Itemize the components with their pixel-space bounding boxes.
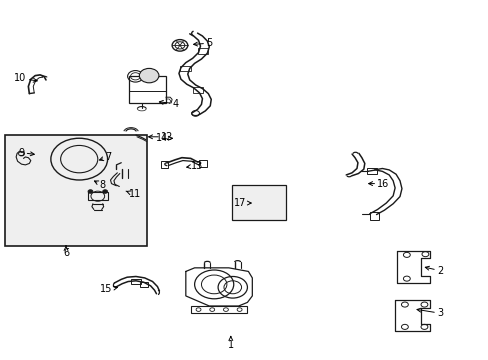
Bar bbox=[128, 76, 165, 103]
Bar bbox=[231, 185, 285, 220]
Text: 1: 1 bbox=[227, 337, 233, 350]
Text: 16: 16 bbox=[368, 179, 389, 189]
Text: 11: 11 bbox=[126, 189, 141, 199]
Bar bbox=[131, 279, 141, 284]
Text: 14: 14 bbox=[156, 133, 172, 143]
Text: 5: 5 bbox=[193, 38, 212, 48]
Text: 7: 7 bbox=[99, 152, 111, 162]
Bar bbox=[161, 161, 168, 168]
Bar bbox=[369, 212, 379, 220]
Bar bbox=[140, 282, 147, 287]
Text: 2: 2 bbox=[425, 266, 442, 276]
Text: 10: 10 bbox=[14, 73, 37, 84]
Text: 6: 6 bbox=[63, 246, 69, 258]
Text: 15: 15 bbox=[100, 284, 117, 294]
Circle shape bbox=[88, 190, 93, 193]
Bar bbox=[190, 306, 247, 313]
Bar bbox=[197, 48, 208, 54]
Circle shape bbox=[139, 68, 159, 83]
Text: 4: 4 bbox=[159, 99, 179, 109]
Bar bbox=[88, 192, 107, 200]
Text: 17: 17 bbox=[234, 198, 251, 208]
Bar bbox=[180, 66, 190, 71]
Circle shape bbox=[102, 190, 107, 193]
Bar bbox=[366, 168, 376, 174]
Text: 3: 3 bbox=[416, 308, 442, 318]
Text: 13: 13 bbox=[186, 161, 203, 171]
Text: 9: 9 bbox=[19, 148, 34, 158]
Bar bbox=[192, 87, 203, 93]
Bar bbox=[198, 160, 207, 167]
Text: 12: 12 bbox=[148, 132, 173, 142]
Bar bbox=[5, 135, 146, 246]
Text: 8: 8 bbox=[94, 180, 105, 190]
